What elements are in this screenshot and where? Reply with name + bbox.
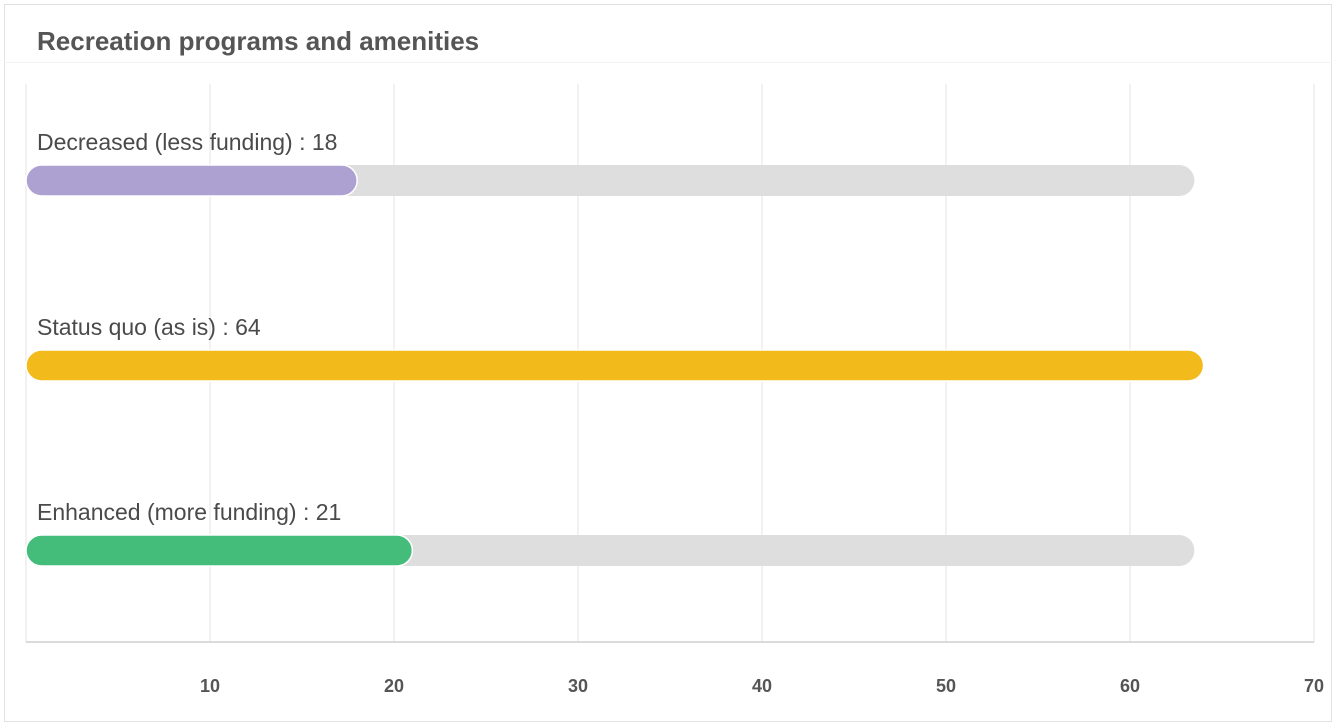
x-tick-label-70: 70 <box>1304 676 1324 696</box>
bar-label-enhanced-more-funding: Enhanced (more funding) : 21 <box>37 499 341 525</box>
bar-label-status-quo-as-is: Status quo (as is) : 64 <box>37 314 261 340</box>
bar-status-quo-as-is[interactable] <box>25 349 1205 382</box>
bar-decreased-less-funding[interactable] <box>25 164 358 197</box>
chart-title: Recreation programs and amenities <box>37 26 480 56</box>
bar-label-decreased-less-funding: Decreased (less funding) : 18 <box>37 129 337 155</box>
bars: Decreased (less funding) : 18 Status quo … <box>25 129 1205 567</box>
x-tick-label-30: 30 <box>568 676 588 696</box>
x-tick-label-60: 60 <box>1120 676 1140 696</box>
x-tick-label-10: 10 <box>200 676 220 696</box>
x-tick-label-20: 20 <box>384 676 404 696</box>
x-tick-label-40: 40 <box>752 676 772 696</box>
x-axis-ticks: 10 20 30 40 50 60 70 <box>200 676 1324 696</box>
header-divider <box>4 62 1332 63</box>
x-tick-label-50: 50 <box>936 676 956 696</box>
bar-enhanced-more-funding[interactable] <box>25 534 414 567</box>
